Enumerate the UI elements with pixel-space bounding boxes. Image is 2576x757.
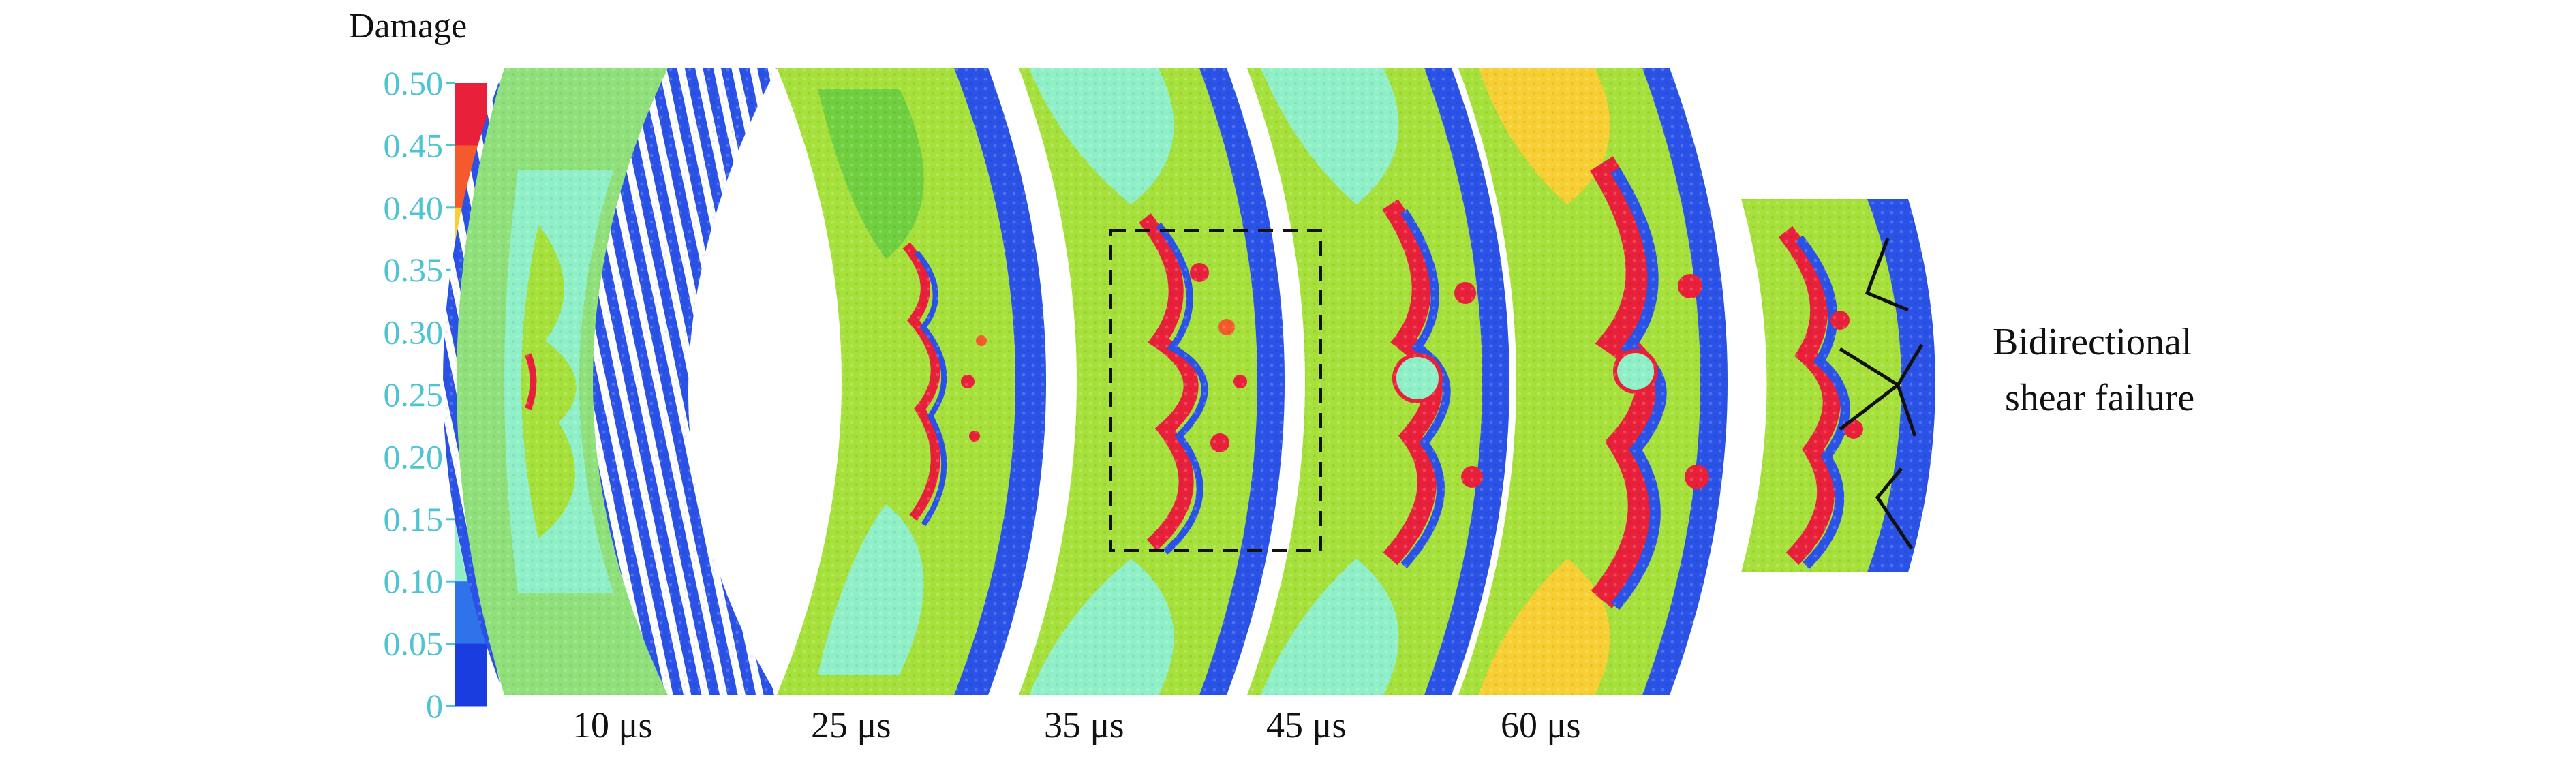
damage-band-10us bbox=[443, 68, 777, 695]
colorbar-tick-label: 0.35 bbox=[384, 251, 444, 289]
zoomed-inset bbox=[1741, 199, 1935, 572]
colorbar-tick-label: 0.05 bbox=[384, 625, 444, 663]
legend-title: Damage bbox=[349, 7, 467, 46]
colorbar-tick-label: 0.20 bbox=[384, 437, 444, 476]
colorbar-tick-label: 0.40 bbox=[384, 189, 444, 227]
colorbar-tick-label: 0.50 bbox=[384, 64, 444, 102]
time-label-35us: 35 μs bbox=[1044, 705, 1124, 745]
colorbar-tick-label: 0.15 bbox=[384, 500, 444, 538]
colorbar-tick-label: 0.10 bbox=[384, 562, 444, 600]
colorbar-tick-label: 0 bbox=[426, 687, 443, 725]
time-label-10us: 10 μs bbox=[572, 705, 652, 745]
time-label-45us: 45 μs bbox=[1266, 705, 1346, 745]
colorbar-tick-label: 0.45 bbox=[384, 126, 444, 164]
annotation-line-1: Bidirectional bbox=[1993, 321, 2192, 363]
colorbar-ticks: 0.50 0.45 0.40 0.35 0.30 0.25 0.20 0.15 0.10 0.05… bbox=[384, 64, 455, 725]
time-label-25us: 25 μs bbox=[811, 705, 891, 745]
colorbar-segment bbox=[455, 643, 487, 707]
damage-band-45us bbox=[1247, 68, 1509, 695]
colorbar-tick-label: 0.25 bbox=[384, 375, 444, 414]
shear-lines bbox=[1839, 238, 1924, 550]
annotation-line-2: shear failure bbox=[2005, 377, 2194, 419]
colorbar-tick-label: 0.30 bbox=[384, 313, 444, 352]
zoom-region-box bbox=[1109, 229, 1322, 552]
time-label-60us: 60 μs bbox=[1501, 705, 1580, 745]
